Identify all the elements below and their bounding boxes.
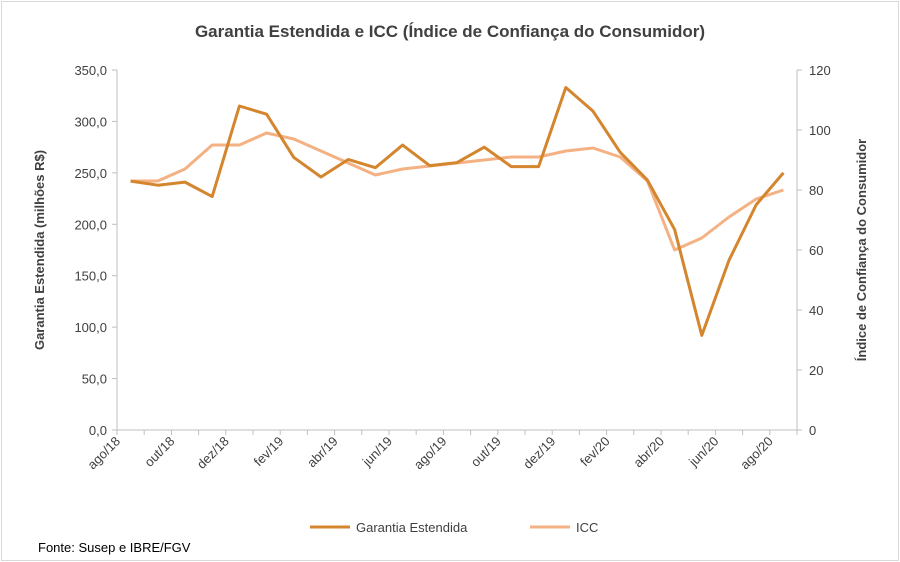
y-tick-label: 250,0 xyxy=(74,166,107,181)
y-tick-label: 350,0 xyxy=(74,63,107,78)
series-line-icc xyxy=(130,131,784,252)
y-tick-label: 0,0 xyxy=(89,423,107,438)
x-tick-label: ago/19 xyxy=(411,434,450,473)
y-right-axis-label: Índice de Confiança do Consumidor xyxy=(854,139,869,361)
y-right-tick-label: 60 xyxy=(809,243,823,258)
x-tick-label: ago/20 xyxy=(737,434,776,473)
legend-label-garantia: Garantia Estendida xyxy=(356,520,468,535)
y-right-tick-label: 80 xyxy=(809,183,823,198)
x-tick-label: dez/18 xyxy=(194,434,232,472)
x-tick-label: abr/20 xyxy=(630,434,667,471)
legend: Garantia Estendida ICC xyxy=(310,520,598,535)
x-tick-label: ago/18 xyxy=(84,434,123,473)
y-right-tick-label: 40 xyxy=(809,303,823,318)
y-tick-label: 100,0 xyxy=(74,320,107,335)
x-tick-label: dez/19 xyxy=(520,434,558,472)
source-note: Fonte: Susep e IBRE/FGV xyxy=(38,540,191,555)
y-right-tick-label: 0 xyxy=(809,423,816,438)
y-right-tick-label: 120 xyxy=(809,63,831,78)
x-tick-label: out/19 xyxy=(468,434,504,470)
y-tick-label: 150,0 xyxy=(74,269,107,284)
x-tick-label: fev/19 xyxy=(251,434,287,470)
series-line-garantia xyxy=(130,85,785,337)
y-tick-label: 300,0 xyxy=(74,114,107,129)
x-tick-label: abr/19 xyxy=(304,434,341,471)
y-tick-label: 50,0 xyxy=(82,372,107,387)
x-tick-label: out/18 xyxy=(141,434,177,470)
y-right-tick-label: 20 xyxy=(809,363,823,378)
legend-label-icc: ICC xyxy=(576,520,598,535)
chart-title: Garantia Estendida e ICC (Índice de Conf… xyxy=(195,22,705,41)
y-tick-label: 200,0 xyxy=(74,217,107,232)
y-right-tick-label: 100 xyxy=(809,123,831,138)
x-tick-label: jun/20 xyxy=(685,434,721,470)
x-tick-label: jun/19 xyxy=(359,434,395,470)
y-axis-label: Garantia Estendida (milhões R$) xyxy=(32,150,47,350)
x-tick-label: fev/20 xyxy=(577,434,613,470)
